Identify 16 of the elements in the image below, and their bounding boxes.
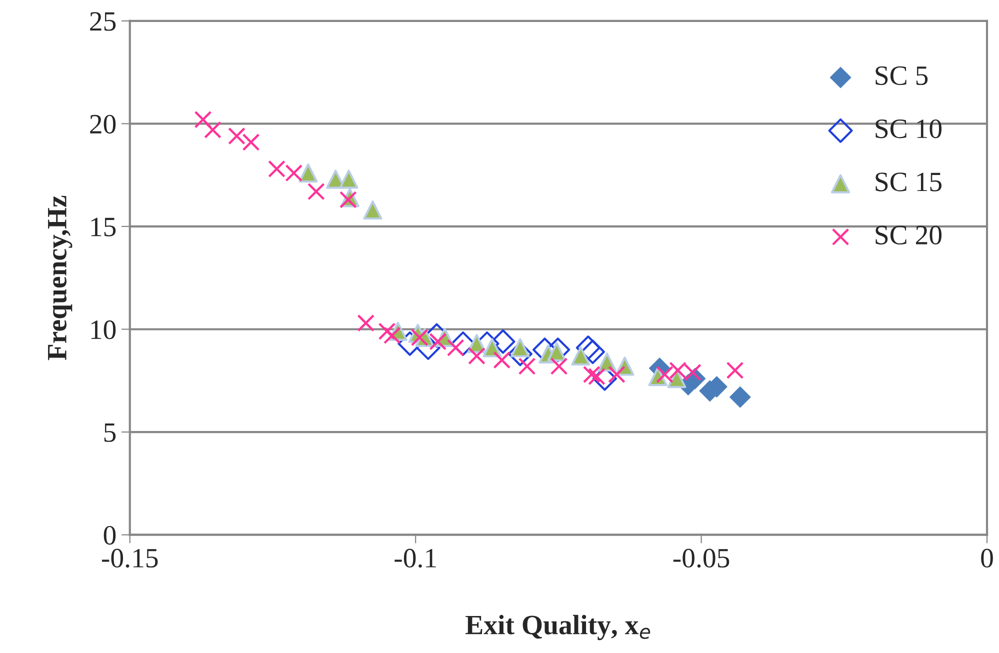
y-tick-label: 20 [90, 114, 116, 134]
y-tick-label: 25 [90, 12, 116, 31]
x-tick-label: -0.15 [102, 548, 158, 568]
y-tick-label: 15 [91, 218, 116, 236]
legend-label: SC 20 [876, 226, 942, 244]
y-tick-label: 5 [104, 423, 116, 442]
legend-label: SC 15 [876, 172, 942, 192]
x-axis-title: Exit Quality, x$_{e}$ [466, 614, 650, 640]
x-tick-label: -0.05 [673, 548, 730, 568]
y-tick-label: 10 [91, 320, 116, 340]
y-axis-title: Frequency,Hz [48, 196, 72, 360]
x-tick-label: -0.1 [394, 548, 436, 568]
y-tick-label: 0 [104, 526, 116, 545]
legend-label: SC 10 [876, 119, 942, 138]
x-tick-label: 0 [981, 548, 993, 568]
legend-label: SC 5 [876, 66, 928, 86]
